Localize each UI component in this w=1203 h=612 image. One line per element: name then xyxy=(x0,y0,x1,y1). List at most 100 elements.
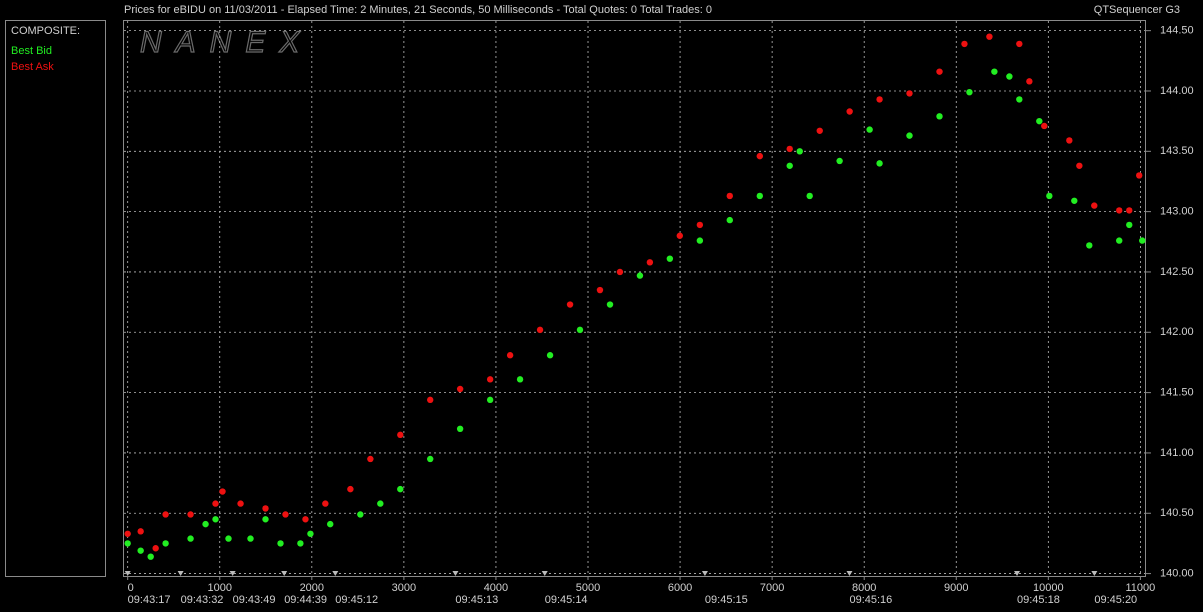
x-tick-label: 1000 xyxy=(208,582,232,594)
point xyxy=(237,500,244,507)
y-tick-label: 140.00 xyxy=(1160,567,1194,579)
time-tick xyxy=(229,571,236,576)
legend-title: COMPOSITE: xyxy=(11,25,80,37)
point xyxy=(486,396,494,404)
point xyxy=(1006,73,1013,80)
point xyxy=(202,520,209,528)
y-tick-label: 142.00 xyxy=(1160,326,1194,338)
time-tick xyxy=(281,571,288,576)
point xyxy=(1016,40,1023,48)
point xyxy=(262,516,269,523)
point xyxy=(986,33,993,40)
point xyxy=(991,68,998,75)
point xyxy=(1071,197,1078,204)
point xyxy=(124,540,131,547)
time-tick xyxy=(846,571,853,576)
point xyxy=(961,40,968,48)
point xyxy=(367,455,374,463)
point xyxy=(816,127,823,134)
point xyxy=(1136,172,1143,179)
point xyxy=(876,160,883,167)
y-tick-label: 144.50 xyxy=(1160,25,1194,37)
time-tick-label: 09:44:39 xyxy=(284,594,327,606)
point xyxy=(152,545,159,552)
point xyxy=(347,485,354,493)
plot-frame xyxy=(123,20,1146,577)
point xyxy=(756,192,764,200)
point xyxy=(137,528,144,535)
point xyxy=(796,148,803,155)
point xyxy=(936,68,943,75)
point xyxy=(846,108,853,115)
x-tick-label: 5000 xyxy=(576,582,600,594)
source: QTSequencer G3 xyxy=(1094,4,1180,16)
point xyxy=(1116,237,1123,244)
point xyxy=(536,326,544,334)
point xyxy=(1126,221,1133,229)
point xyxy=(1091,202,1098,209)
point xyxy=(162,511,169,518)
point xyxy=(187,535,194,542)
point xyxy=(277,540,284,547)
point xyxy=(212,500,219,507)
point xyxy=(1036,117,1043,125)
point xyxy=(506,352,514,359)
point xyxy=(806,192,813,200)
time-tick xyxy=(124,571,131,576)
point xyxy=(616,268,624,276)
point xyxy=(137,547,144,554)
point xyxy=(357,511,364,518)
point xyxy=(1026,78,1033,85)
point xyxy=(1139,237,1146,244)
point xyxy=(1041,122,1048,130)
time-tick-label: 09:45:13 xyxy=(455,594,498,606)
point xyxy=(282,511,289,518)
point xyxy=(696,221,704,229)
point xyxy=(676,232,683,239)
point xyxy=(225,535,232,542)
y-tick-label: 143.00 xyxy=(1160,206,1194,218)
time-tick-label: 09:45:15 xyxy=(705,594,748,606)
point xyxy=(866,126,873,133)
time-tick-label: 09:43:32 xyxy=(181,594,224,606)
point xyxy=(486,376,494,383)
point xyxy=(377,500,384,507)
point xyxy=(876,96,883,103)
point xyxy=(1126,207,1133,214)
y-tick-label: 141.00 xyxy=(1160,447,1194,459)
legend-entry: Best Bid xyxy=(11,45,52,57)
time-tick-label: 09:43:49 xyxy=(233,594,276,606)
time-tick xyxy=(452,571,459,576)
point xyxy=(596,286,604,294)
point xyxy=(646,259,654,266)
point xyxy=(162,540,169,547)
point xyxy=(966,88,973,96)
point xyxy=(636,272,644,279)
x-tick-label: 2000 xyxy=(300,582,324,594)
point xyxy=(1066,137,1073,144)
point xyxy=(456,425,464,433)
y-tick-label: 142.50 xyxy=(1160,266,1194,278)
point xyxy=(576,326,584,334)
legend-panel xyxy=(5,20,106,577)
point xyxy=(1086,242,1093,249)
x-tick-label: 0 xyxy=(128,582,134,594)
time-tick-label: 09:45:14 xyxy=(545,594,588,606)
time-tick xyxy=(332,571,339,576)
time-tick-label: 09:43:17 xyxy=(128,594,171,606)
point xyxy=(836,157,843,165)
y-tick-label: 143.50 xyxy=(1160,145,1194,157)
time-tick xyxy=(701,571,708,576)
x-tick-label: 9000 xyxy=(944,582,968,594)
point xyxy=(187,511,194,518)
point xyxy=(427,396,434,404)
time-tick xyxy=(541,571,548,576)
point xyxy=(786,145,793,153)
point xyxy=(726,216,733,224)
time-tick-label: 09:45:18 xyxy=(1017,594,1060,606)
legend-entry: Best Ask xyxy=(11,61,54,73)
point xyxy=(124,530,131,537)
y-tick-label: 141.50 xyxy=(1160,387,1194,399)
point xyxy=(906,132,913,139)
point xyxy=(456,385,464,393)
